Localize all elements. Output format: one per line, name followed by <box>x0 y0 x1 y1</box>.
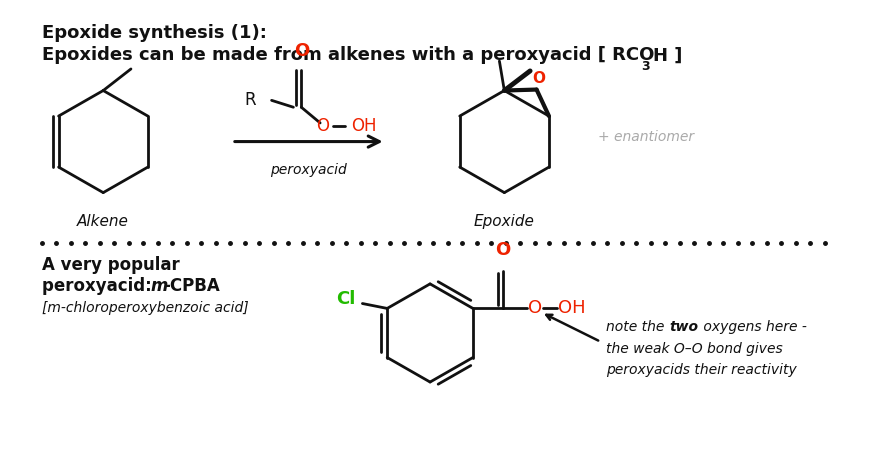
Text: -CPBA: -CPBA <box>163 277 219 295</box>
Text: peroxyacid: peroxyacid <box>270 163 347 177</box>
Text: Alkene: Alkene <box>77 214 129 229</box>
Text: R: R <box>244 91 256 109</box>
Text: O: O <box>529 299 543 317</box>
Text: [m-chloroperoxybenzoic acid]: [m-chloroperoxybenzoic acid] <box>42 301 248 315</box>
Text: OH: OH <box>558 299 586 317</box>
Text: Cl: Cl <box>336 290 356 308</box>
Text: the weak O–O bond gives: the weak O–O bond gives <box>606 342 782 356</box>
Text: O: O <box>532 71 545 86</box>
Text: m: m <box>150 277 168 295</box>
Text: A very popular: A very popular <box>42 256 179 274</box>
Text: Epoxide: Epoxide <box>474 214 535 229</box>
Text: Epoxide synthesis (1):: Epoxide synthesis (1): <box>42 24 267 42</box>
Text: two: two <box>669 320 698 334</box>
Text: peroxyacid:: peroxyacid: <box>42 277 157 295</box>
Text: oxygens here -: oxygens here - <box>699 320 807 334</box>
Text: O: O <box>495 241 510 259</box>
Text: O: O <box>294 42 309 60</box>
Text: peroxyacids their reactivity: peroxyacids their reactivity <box>606 363 796 377</box>
Text: O: O <box>316 117 329 135</box>
FancyArrowPatch shape <box>235 136 379 147</box>
Text: 3: 3 <box>641 60 649 73</box>
Text: + enantiomer: + enantiomer <box>599 130 695 144</box>
Text: note the: note the <box>606 320 669 334</box>
Text: H ]: H ] <box>653 46 683 64</box>
Text: OH: OH <box>350 117 377 135</box>
Text: Epoxides can be made from alkenes with a peroxyacid [ RCO: Epoxides can be made from alkenes with a… <box>42 46 654 64</box>
